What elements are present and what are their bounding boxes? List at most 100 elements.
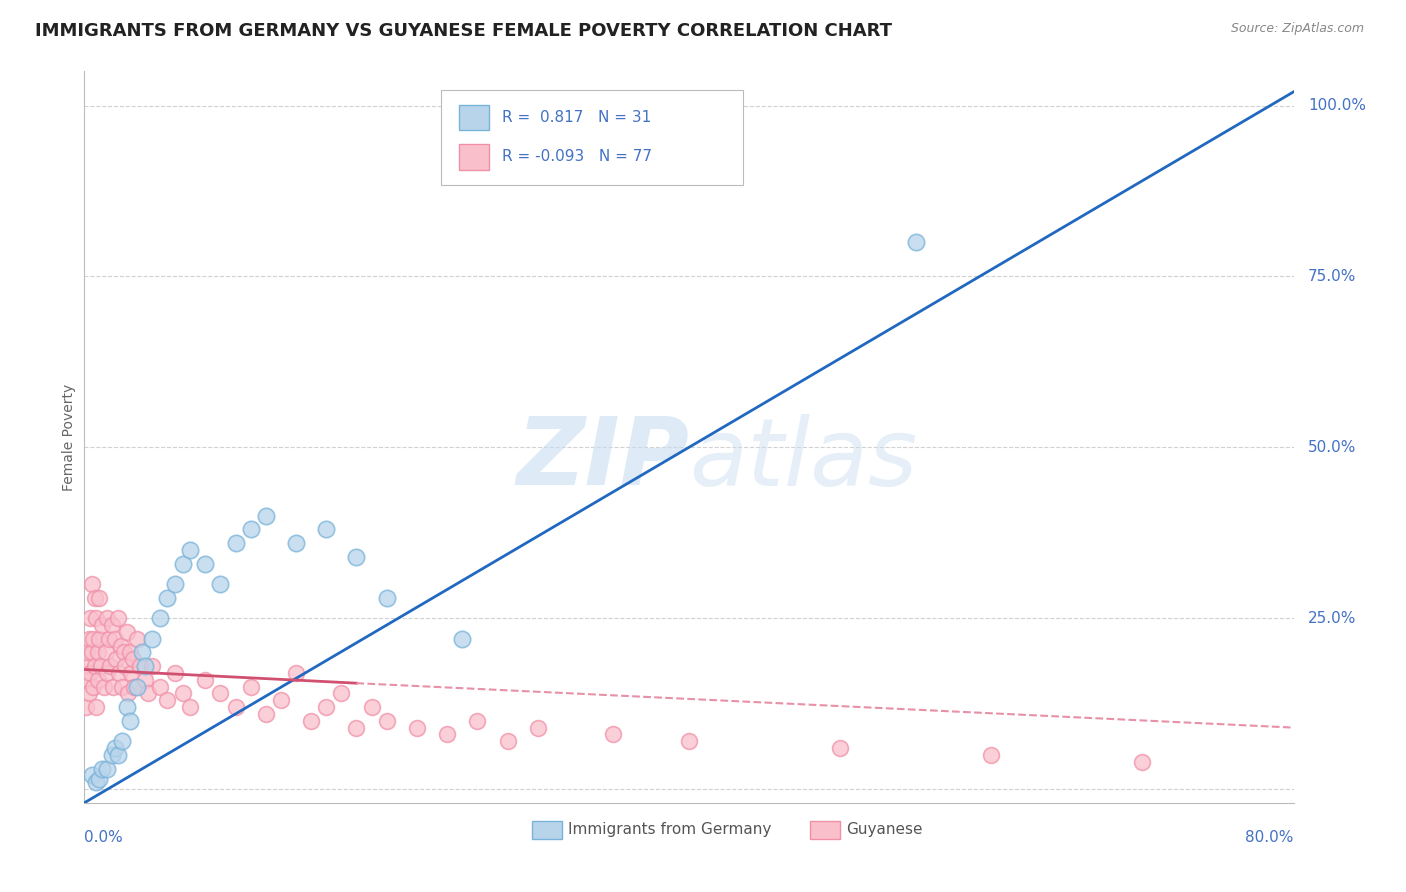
Point bbox=[225, 700, 247, 714]
Text: Guyanese: Guyanese bbox=[846, 822, 922, 838]
Text: R = -0.093   N = 77: R = -0.093 N = 77 bbox=[502, 150, 651, 164]
Point bbox=[136, 686, 159, 700]
Text: R =  0.817   N = 31: R = 0.817 N = 31 bbox=[502, 110, 651, 125]
Point bbox=[904, 235, 927, 250]
Point bbox=[112, 645, 135, 659]
Point bbox=[406, 721, 429, 735]
Text: Source: ZipAtlas.com: Source: ZipAtlas.com bbox=[1230, 22, 1364, 36]
Point bbox=[678, 734, 700, 748]
Point bbox=[80, 645, 103, 659]
Point bbox=[156, 591, 179, 605]
Point bbox=[209, 577, 232, 591]
Point bbox=[96, 665, 118, 680]
Bar bbox=[531, 821, 562, 839]
Text: 0.0%: 0.0% bbox=[84, 830, 124, 845]
Point bbox=[285, 536, 308, 550]
Point bbox=[115, 700, 138, 714]
Point bbox=[82, 680, 104, 694]
Point bbox=[77, 686, 100, 700]
Point bbox=[76, 673, 98, 687]
Point bbox=[270, 693, 292, 707]
Point bbox=[172, 557, 194, 571]
Point bbox=[127, 632, 149, 646]
Point bbox=[86, 700, 108, 714]
Text: 80.0%: 80.0% bbox=[1246, 830, 1294, 845]
Point bbox=[118, 645, 141, 659]
Point bbox=[96, 762, 118, 776]
Point bbox=[346, 549, 368, 564]
Point bbox=[87, 673, 110, 687]
Point bbox=[82, 632, 104, 646]
Text: Immigrants from Germany: Immigrants from Germany bbox=[568, 822, 772, 838]
Point bbox=[149, 611, 172, 625]
Point bbox=[165, 577, 187, 591]
Point bbox=[80, 577, 103, 591]
Point bbox=[527, 721, 550, 735]
Point bbox=[77, 632, 100, 646]
Point bbox=[79, 611, 101, 625]
Text: 25.0%: 25.0% bbox=[1308, 611, 1357, 625]
Point bbox=[436, 727, 458, 741]
Point bbox=[451, 632, 474, 646]
Point bbox=[120, 665, 142, 680]
Point bbox=[239, 680, 262, 694]
Point bbox=[149, 680, 172, 694]
Point bbox=[100, 747, 122, 762]
Point bbox=[104, 632, 127, 646]
Point bbox=[110, 639, 132, 653]
Y-axis label: Female Poverty: Female Poverty bbox=[62, 384, 76, 491]
Point bbox=[91, 618, 114, 632]
Point bbox=[100, 618, 122, 632]
Point bbox=[172, 686, 194, 700]
Point bbox=[141, 632, 163, 646]
FancyBboxPatch shape bbox=[441, 90, 744, 185]
Point bbox=[179, 542, 201, 557]
Point bbox=[87, 645, 110, 659]
Point bbox=[360, 700, 382, 714]
Point bbox=[89, 772, 111, 786]
Point bbox=[467, 714, 489, 728]
Point bbox=[86, 611, 108, 625]
Point bbox=[93, 680, 115, 694]
Point bbox=[104, 741, 127, 756]
Point bbox=[107, 747, 129, 762]
Point bbox=[107, 611, 129, 625]
Point bbox=[75, 700, 97, 714]
Point bbox=[285, 665, 308, 680]
Point bbox=[101, 680, 124, 694]
Point bbox=[89, 632, 111, 646]
Point bbox=[94, 645, 117, 659]
Point bbox=[86, 775, 108, 789]
Point bbox=[108, 665, 131, 680]
Point bbox=[375, 714, 398, 728]
Text: IMMIGRANTS FROM GERMANY VS GUYANESE FEMALE POVERTY CORRELATION CHART: IMMIGRANTS FROM GERMANY VS GUYANESE FEMA… bbox=[35, 22, 893, 40]
Text: 50.0%: 50.0% bbox=[1308, 440, 1357, 455]
Point bbox=[315, 700, 337, 714]
Point bbox=[225, 536, 247, 550]
Point bbox=[134, 673, 156, 687]
Point bbox=[179, 700, 201, 714]
Point bbox=[76, 645, 98, 659]
Point bbox=[129, 659, 152, 673]
Point bbox=[830, 741, 852, 756]
Bar bbox=[810, 821, 841, 839]
Point bbox=[121, 652, 143, 666]
Point bbox=[90, 659, 112, 673]
Point bbox=[114, 659, 136, 673]
Point bbox=[165, 665, 187, 680]
Text: atlas: atlas bbox=[689, 414, 917, 505]
Point bbox=[79, 665, 101, 680]
Point bbox=[111, 734, 134, 748]
Point bbox=[141, 659, 163, 673]
Point bbox=[134, 659, 156, 673]
Point bbox=[496, 734, 519, 748]
Text: 100.0%: 100.0% bbox=[1308, 98, 1367, 113]
Point bbox=[75, 659, 97, 673]
Point bbox=[194, 673, 217, 687]
Point bbox=[98, 659, 121, 673]
Point bbox=[346, 721, 368, 735]
Point bbox=[131, 645, 153, 659]
Text: 75.0%: 75.0% bbox=[1308, 268, 1357, 284]
Text: ZIP: ZIP bbox=[516, 413, 689, 505]
Point bbox=[127, 680, 149, 694]
